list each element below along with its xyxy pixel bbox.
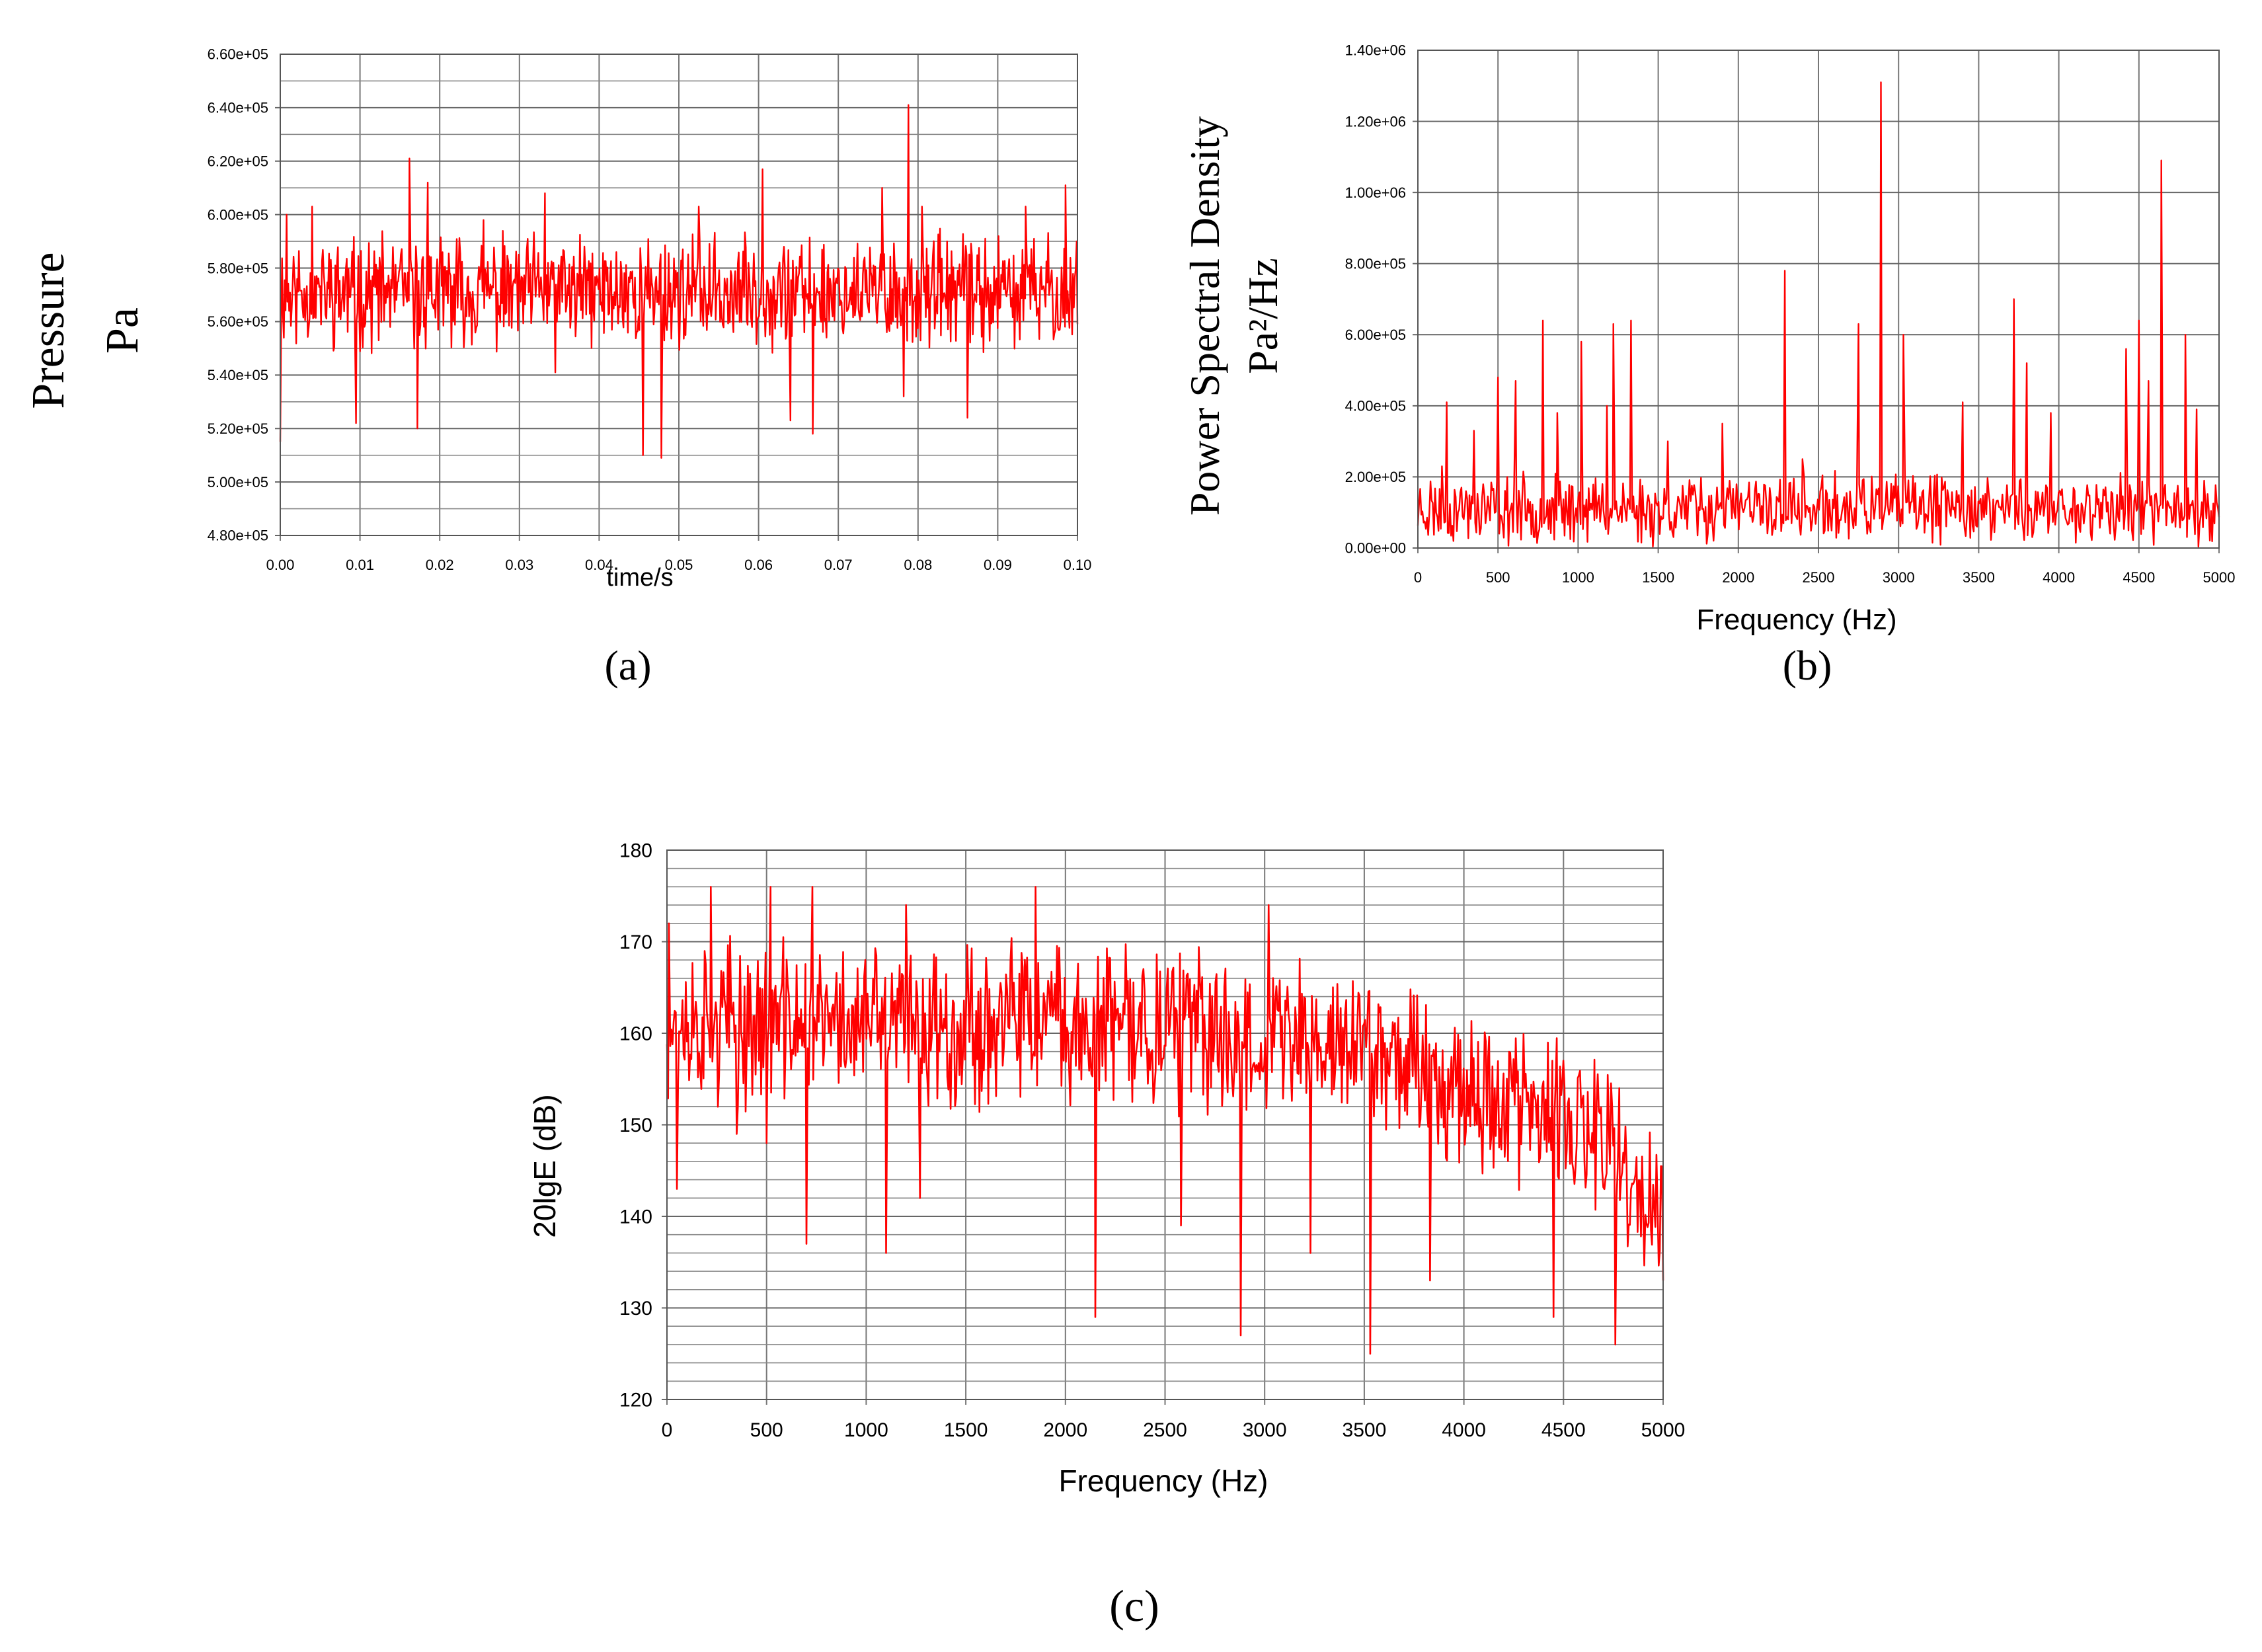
panel-b-y-tick-label: 6.00e+05 — [1345, 327, 1406, 343]
panel-a-y-axis-label-line1: Pressure — [23, 252, 74, 409]
panel-a-y-tick-label: 6.20e+05 — [208, 153, 268, 169]
panel-c-x-tick-label: 4500 — [1541, 1419, 1586, 1441]
panel-a-plot-frame — [280, 54, 1078, 536]
panel-b-caption: (b) — [1783, 642, 1832, 689]
panel-c-x-tick-label: 3000 — [1243, 1419, 1287, 1441]
panel-a-y-tick-label: 4.80e+05 — [208, 528, 268, 544]
panel-c-y-tick-label: 140 — [619, 1206, 652, 1228]
panel-a-x-tick-label: 0.01 — [346, 557, 374, 573]
panel-a-x-tick-label: 0.04 — [585, 557, 613, 573]
panel-a-x-tick-label: 0.09 — [984, 557, 1012, 573]
panel-b-x-tick-label: 1000 — [1562, 569, 1594, 586]
panel-c-x-tick-label: 1000 — [844, 1419, 888, 1441]
panel-c-plot-frame — [666, 849, 1664, 1400]
panel-a-x-ticks: 0.00 0.01 0.02 0.03 0.04 0.05 0.06 0.07 0.08 0.09… — [266, 557, 1092, 573]
panel-b-x-tick-label: 4000 — [2043, 569, 2075, 586]
panel-a-y-tick-label: 5.00e+05 — [208, 474, 268, 491]
panel-b-psd-line — [1417, 81, 2220, 548]
panel-a-y-tick-label: 5.40e+05 — [208, 367, 268, 383]
panel-b-x-tick-label: 5000 — [2203, 569, 2236, 586]
panel-c-chart: 0 500 1000 1500 2000 2500 3000 3500 4000 4500 5000… — [527, 840, 1685, 1632]
panel-a-y-ticks: 4.80e+05 5.00e+05 5.20e+05 5.40e+05 5.60e+05… — [208, 46, 268, 544]
panel-c-x-tick-label: 1500 — [944, 1419, 988, 1441]
panel-c-y-ticks: 120 130 140 150 160 170 180 — [619, 840, 652, 1411]
panel-c-y-tick-label: 160 — [619, 1023, 652, 1045]
panel-c-caption: (c) — [1109, 1581, 1159, 1631]
panel-a-y-tick-label: 6.60e+05 — [208, 46, 268, 63]
panel-b-y-tick-label: 2.00e+05 — [1345, 469, 1406, 485]
panel-c-x-tick-label: 2000 — [1043, 1419, 1087, 1441]
panel-c-y-axis-label: 20lgE (dB) — [527, 1094, 562, 1238]
panel-b-y-ticks: 0.00e+00 2.00e+05 4.00e+05 6.00e+05 8.00e+05… — [1345, 42, 1406, 557]
panel-a-pressure-line — [279, 104, 1079, 459]
panel-a-x-tick-label: 0.06 — [744, 557, 773, 573]
panel-c-x-tick-label: 3500 — [1343, 1419, 1387, 1441]
panel-c-y-tick-label: 120 — [619, 1390, 652, 1411]
panel-a-y-tick-label: 5.20e+05 — [208, 420, 268, 437]
panel-c-20lge-line — [666, 886, 1664, 1355]
panel-b-x-tick-label: 2000 — [1722, 569, 1754, 586]
panel-a-y-tick-label: 6.00e+05 — [208, 206, 268, 223]
panel-a-y-tick-label: 5.80e+05 — [208, 260, 268, 276]
panel-c-y-tick-label: 170 — [619, 931, 652, 953]
panel-a-x-tick-label: 0.10 — [1064, 557, 1092, 573]
panel-b-chart: 0 500 1000 1500 2000 2500 3000 3500 4000 4500 5000… — [1181, 42, 2235, 689]
panel-b-plot-frame — [1417, 50, 2220, 549]
panel-b-x-tick-label: 4500 — [2123, 569, 2155, 586]
panel-b-y-axis-label-line2: Pa²/Hz — [1239, 258, 1286, 374]
panel-a-x-tick-label: 0.05 — [665, 557, 693, 573]
panel-a-caption: (a) — [604, 642, 651, 689]
panel-a-y-tick-label: 6.40e+05 — [208, 100, 268, 116]
panel-b-y-tick-label: 1.40e+06 — [1345, 42, 1406, 59]
panel-b-x-ticks: 0 500 1000 1500 2000 2500 3000 3500 4000 4500 5000 — [1414, 569, 2236, 586]
panel-c-y-tick-label: 180 — [619, 840, 652, 862]
panel-b-y-tick-label: 1.00e+06 — [1345, 184, 1406, 201]
panel-c-y-tick-label: 130 — [619, 1298, 652, 1319]
panel-c-y-tick-label: 150 — [619, 1115, 652, 1136]
panel-b-y-tick-label: 4.00e+05 — [1345, 398, 1406, 414]
panel-b-x-tick-label: 0 — [1414, 569, 1422, 586]
panel-a-x-tick-label: 0.03 — [505, 557, 533, 573]
panel-a-y-tick-label: 5.60e+05 — [208, 313, 268, 330]
panel-a-x-tick-label: 0.00 — [266, 557, 295, 573]
panel-b-grid — [1413, 50, 2220, 553]
panel-a-x-tick-label: 0.08 — [904, 557, 932, 573]
panel-c-x-tick-label: 2500 — [1143, 1419, 1187, 1441]
panel-b-y-tick-label: 1.20e+06 — [1345, 113, 1406, 130]
panel-a-chart: 0.00 0.01 0.02 0.03 0.04 0.05 0.06 0.07 0.08 0.09… — [23, 46, 1091, 689]
panel-b-y-axis-label-line1: Power Spectral Density — [1181, 116, 1228, 516]
panel-a-x-axis-label: time/s — [606, 564, 673, 592]
panel-a-y-axis-label-line2: Pa — [97, 307, 148, 354]
panel-a-x-tick-label: 0.02 — [426, 557, 454, 573]
panel-b-x-tick-label: 3000 — [1883, 569, 1915, 586]
panel-c-x-tick-label: 4000 — [1442, 1419, 1486, 1441]
panel-c-x-axis-label: Frequency (Hz) — [1059, 1464, 1268, 1498]
panel-b-x-tick-label: 1500 — [1642, 569, 1674, 586]
panel-b-x-tick-label: 2500 — [1803, 569, 1835, 586]
panel-b-y-tick-label: 8.00e+05 — [1345, 255, 1406, 272]
panel-b-x-tick-label: 3500 — [1963, 569, 1995, 586]
panel-b-y-tick-label: 0.00e+00 — [1345, 540, 1406, 557]
panel-c-x-tick-label: 0 — [662, 1419, 673, 1441]
panel-b-x-axis-label: Frequency (Hz) — [1696, 604, 1896, 636]
panel-b-x-tick-label: 500 — [1486, 569, 1510, 586]
panel-a-x-tick-label: 0.07 — [824, 557, 853, 573]
panel-c-x-ticks: 0 500 1000 1500 2000 2500 3000 3500 4000 4500 5000 — [662, 1419, 1686, 1441]
panel-c-x-tick-label: 5000 — [1641, 1419, 1686, 1441]
panel-c-x-tick-label: 500 — [750, 1419, 783, 1441]
